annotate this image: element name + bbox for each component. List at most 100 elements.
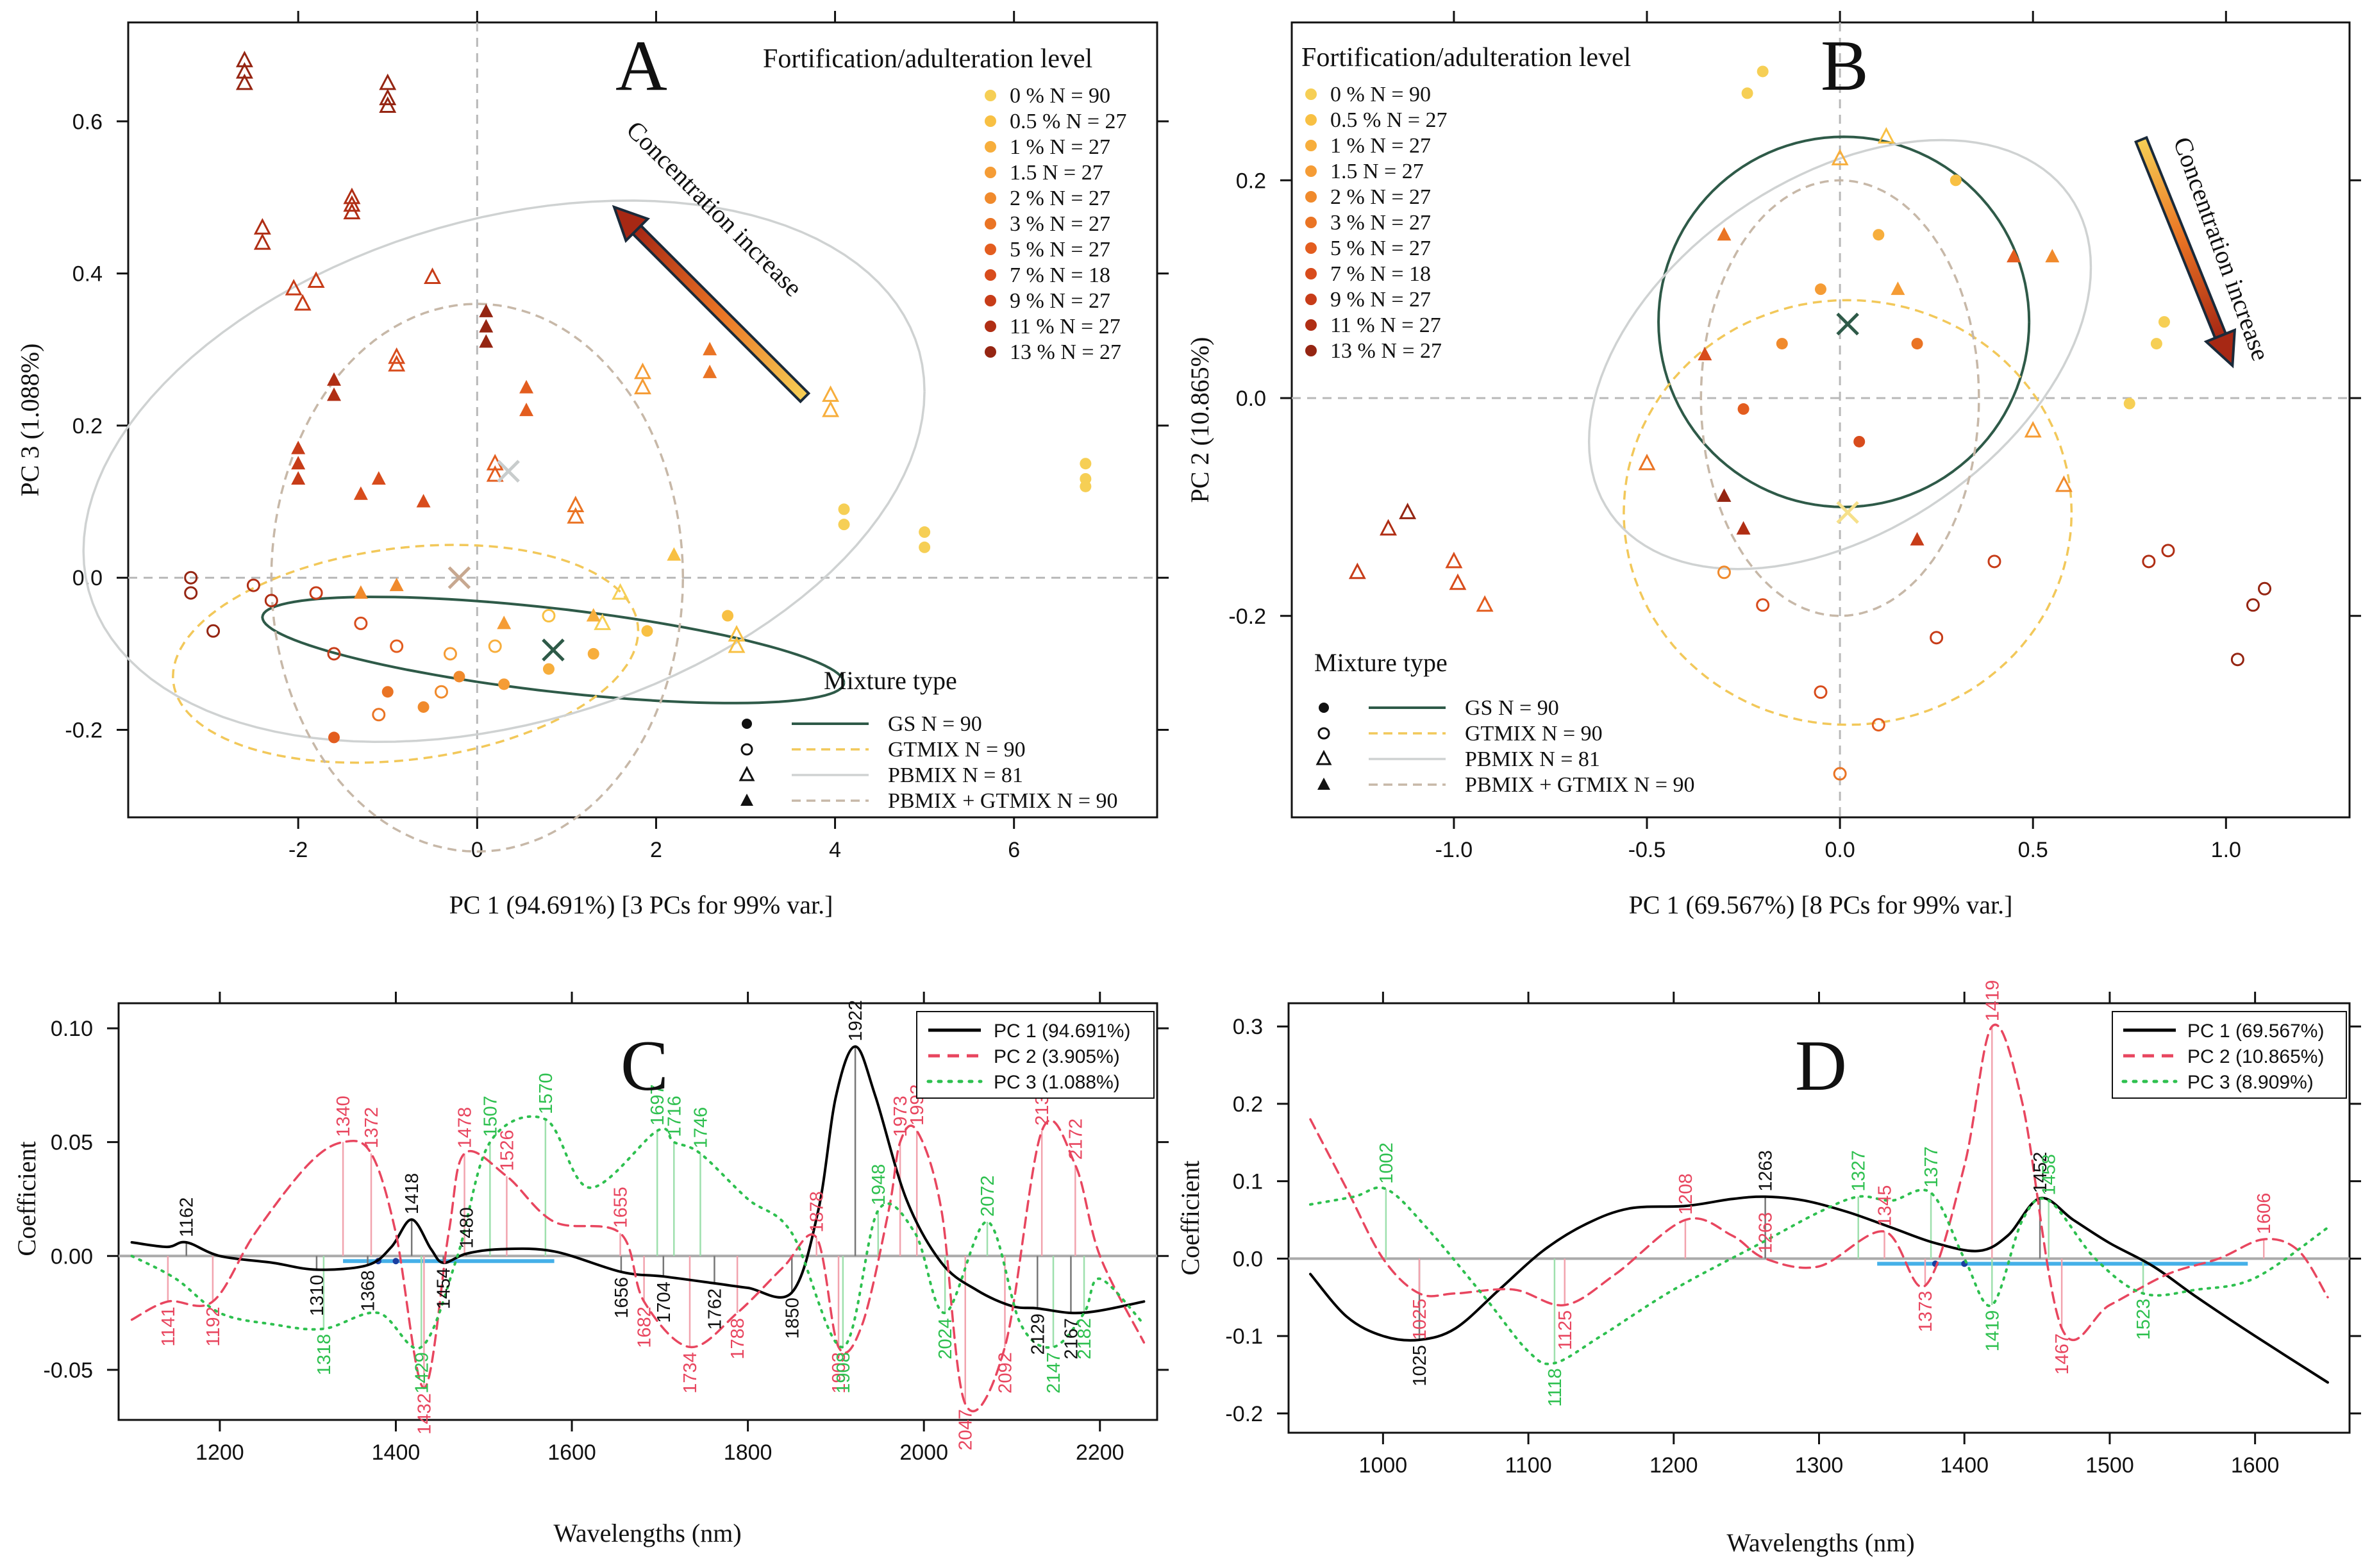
panel-b-level-swatch: [1305, 294, 1317, 305]
panel-a-ellipse-gtmix: [172, 544, 640, 764]
panel-a-point: [822, 400, 840, 417]
panel-a-point: [838, 503, 850, 515]
panel-b-level-label: 0.5 % N = 27: [1330, 108, 1448, 132]
panel-d-peak-drop-lines: [1385, 1026, 2265, 1364]
panel-c-peak-label-pc1: 1454: [434, 1268, 455, 1310]
panel-d-peak-label-pc2: 1419: [1982, 980, 2003, 1022]
panel-c-legend-pc1: PC 1 (94.691%): [994, 1021, 1130, 1042]
panel-c-peak-label-pc2: 2092: [996, 1352, 1016, 1394]
panel-a-point: [567, 507, 585, 524]
panel-a-point: [486, 465, 504, 482]
panel-c-peak-label-pc3: 1948: [869, 1164, 889, 1206]
panel-a-xtick-label: 4: [829, 838, 841, 862]
panel-d-series-pc3: [1309, 1186, 2329, 1365]
panel-a-point: [1080, 480, 1092, 492]
panel-d-xtick-label: 1400: [1940, 1453, 1989, 1478]
panel-a-point: [184, 586, 198, 600]
panel-b-point: [1910, 531, 1925, 546]
panel-b-level-swatch: [1305, 242, 1317, 254]
panel-c-peak-label-pc1: 1850: [782, 1297, 803, 1339]
panel-d-xtick-label: 1500: [2085, 1453, 2134, 1478]
panel-a-point: [206, 624, 221, 638]
panel-d-legend-pc2: PC 2 (10.865%): [2187, 1046, 2324, 1067]
panel-b-level-swatch: [1305, 140, 1317, 151]
panel-b-point: [2230, 653, 2244, 667]
panel-a-level-label: 5 % N = 27: [1010, 238, 1110, 262]
panel-c-frame: [117, 1002, 1158, 1421]
panel-b-point: [2150, 338, 2162, 350]
panel-a-level-label: 1 % N = 27: [1010, 135, 1110, 159]
panel-b-xtick-label: -0.5: [1628, 838, 1666, 862]
panel-a-point: [542, 663, 555, 675]
panel-a-level-swatch: [985, 218, 996, 229]
panel-a-point: [497, 615, 512, 630]
panel-c-peak-label-pc2: 1340: [333, 1096, 354, 1137]
panel-a-point: [235, 73, 253, 90]
panel-b-point: [1833, 767, 1847, 781]
panel-a-level-label: 9 % N = 27: [1010, 289, 1110, 313]
panel-b-level-swatch: [1305, 217, 1317, 228]
panel-b-point: [1831, 149, 1849, 165]
panel-b-xtick-label: 0.5: [2018, 838, 2048, 862]
panel-b-point: [1476, 595, 1494, 612]
panel-a-mix-label: GTMIX N = 90: [888, 738, 1026, 762]
panel-d-ytick-label: -0.2: [1225, 1402, 1263, 1426]
panel-c-series-pc1: [130, 1045, 1146, 1315]
panel-a-xlabel: PC 1 (94.691%) [3 PCs for 99% var.]: [449, 890, 833, 919]
panel-a-level-legend-title: Fortification/adulteration level: [763, 44, 1092, 74]
panel-b-level-swatch: [1305, 319, 1317, 331]
panel-a-ticks: -2 0 2 4 6-0.20.00.20.40.6: [65, 11, 1169, 862]
panel-d-peak-label-pc1: 1263: [1756, 1150, 1776, 1192]
panel-b-point: [1930, 631, 1944, 645]
panel-b-level-label: 3 % N = 27: [1330, 211, 1431, 235]
panel-a-point: [519, 379, 534, 394]
panel-d-ytick-label: 0.2: [1233, 1092, 1263, 1117]
panel-c-peak-label-pc3: 1716: [664, 1096, 685, 1137]
panel-b-point: [2161, 544, 2175, 558]
panel-b-ytick-label: 0.2: [1236, 169, 1266, 193]
panel-a-point: [567, 496, 585, 512]
panel-a-point: [519, 403, 534, 417]
panel-b-ytick-label: 0.0: [1236, 387, 1266, 411]
panel-c-ytick-label: -0.05: [44, 1358, 94, 1383]
panel-b-level-label: 11 % N = 27: [1330, 313, 1441, 337]
panel-a-point: [443, 647, 457, 661]
panel-b-level-swatch: [1305, 191, 1317, 203]
panel-c-ytick-label: 0.10: [51, 1017, 93, 1041]
panel-a-level-label: 7 % N = 18: [1010, 263, 1110, 287]
panel-d-xtick-label: 1100: [1505, 1453, 1552, 1478]
panel-d-peak-label-pc2: 1345: [1875, 1185, 1896, 1227]
panel-b-level-label: 13 % N = 27: [1330, 339, 1442, 363]
panel-a-level-label: 0 % N = 90: [1010, 84, 1110, 108]
panel-a-level-swatch: [985, 244, 996, 255]
panel-a-point: [587, 647, 599, 660]
panel-c-legend-pc3: PC 3 (1.088%): [994, 1072, 1120, 1093]
panel-a-point: [184, 571, 198, 585]
panel-c-xlabel: Wavelengths (nm): [553, 1519, 741, 1547]
panel-a-level-label: 0.5 % N = 27: [1010, 110, 1127, 133]
panel-a-centroid: [542, 638, 565, 662]
panel-a-point: [379, 73, 397, 90]
panel-a-mix-marker: [740, 743, 753, 756]
panel-a-point: [416, 494, 431, 508]
panel-b-ticks: -1.0 -0.5 0.0 0.5 1.0 -0.2 0.0 0.2: [1228, 11, 2361, 862]
panel-d-series: [1309, 1024, 2329, 1384]
panel-b-ellipse-pbmix: [1587, 138, 2092, 571]
panel-d-xlabel: Wavelengths (nm): [1726, 1528, 1914, 1557]
panel-c-peak-label-pc2: 2047: [956, 1409, 976, 1451]
panel-c-peak-label-pc1: 2129: [1028, 1314, 1048, 1355]
panel-d-peak-label-pc2: 1208: [1676, 1173, 1696, 1215]
panel-b-mix-label: PBMIX + GTMIX N = 90: [1465, 773, 1695, 797]
panel-b-point: [2158, 316, 2170, 328]
panel-b-level-swatch: [1305, 165, 1317, 177]
panel-a-point: [264, 594, 278, 608]
panel-b-ylabel: PC 2 (10.865%): [1185, 337, 1214, 503]
panel-c-peak-label-pc2: 1903: [829, 1352, 849, 1394]
panel-b-point: [1445, 551, 1463, 569]
panel-a-point: [634, 378, 651, 395]
panel-a-points: [184, 51, 1092, 744]
panel-b-point: [1877, 127, 1895, 144]
panel-a-ylabel: PC 3 (1.088%): [15, 344, 44, 497]
